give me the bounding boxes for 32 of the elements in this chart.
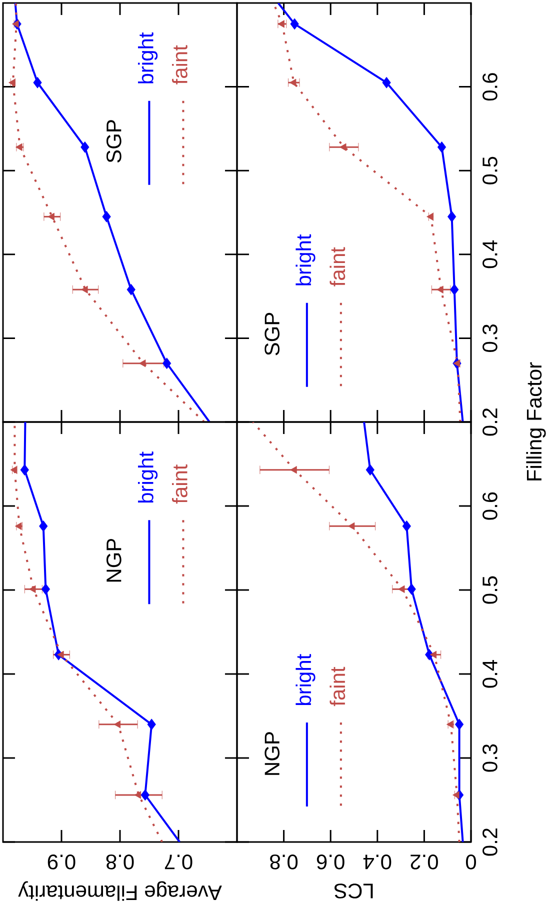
- text: bright: [296, 654, 316, 705]
- annotation: SGP: [106, 120, 122, 162]
- x-tick-label: 0.8: [270, 854, 298, 870]
- y-tick-label: 0.5: [482, 576, 498, 604]
- y-axis-title: Filling Factor: [526, 362, 546, 480]
- annotation: NGP: [264, 732, 280, 775]
- y-tick-label: 0.4: [482, 660, 498, 688]
- y-tick-label: 0.4: [482, 240, 498, 268]
- y-tick-label: 0.2: [482, 408, 498, 436]
- x-axis-title: LCS: [334, 884, 373, 898]
- y-tick-label: 0.6: [482, 73, 498, 101]
- y-tick-label: 0.5: [482, 156, 498, 184]
- x-tick-label: 0.8: [106, 854, 134, 870]
- text: faint: [330, 247, 346, 286]
- text: faint: [172, 45, 188, 84]
- x-tick-label: 0.6: [316, 854, 344, 870]
- x-tick-label: 0.4: [363, 854, 392, 870]
- x-tick-label: 0.9: [48, 854, 76, 870]
- text: bright: [138, 452, 158, 503]
- x-tick-label: 0.2: [410, 854, 438, 870]
- annotation: NGP: [106, 538, 122, 582]
- x-tick-label: 0.7: [164, 854, 192, 870]
- y-tick-label: 0.3: [482, 324, 498, 352]
- y-tick-label: 0.6: [482, 492, 498, 520]
- annotation: SGP: [264, 312, 280, 356]
- text: faint: [330, 666, 346, 706]
- x-tick-label: 0: [466, 854, 476, 870]
- text: faint: [172, 464, 188, 504]
- text: bright: [138, 32, 158, 84]
- text: bright: [296, 234, 316, 286]
- y-tick-label: 0.3: [482, 744, 498, 772]
- x-axis-title: Average Filamentarity: [18, 881, 222, 901]
